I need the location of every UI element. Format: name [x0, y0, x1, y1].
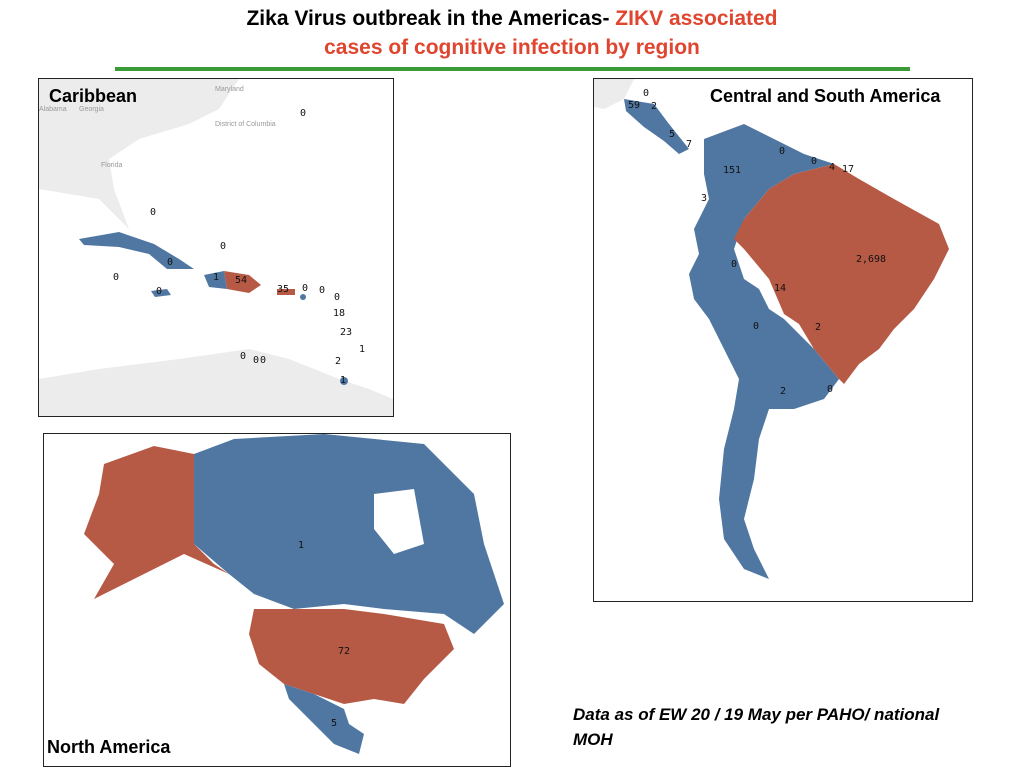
case-count: 2,698 [856, 254, 886, 265]
basemap-label: Maryland [215, 86, 244, 93]
basemap-label: Alabama [39, 106, 67, 113]
case-count: 0 [220, 241, 226, 252]
title-red: ZIKV associated [615, 7, 778, 30]
case-count: 1 [298, 540, 304, 551]
case-count: 1 [213, 272, 219, 283]
case-count: 14 [774, 283, 786, 294]
case-count: 0 [302, 283, 308, 294]
case-count: 0 [167, 257, 173, 268]
case-count: 2 [780, 386, 786, 397]
case-count: 0 [150, 207, 156, 218]
south-america-blue [689, 124, 839, 579]
case-count: 7 [686, 139, 692, 150]
island [300, 294, 306, 300]
brazil [734, 164, 949, 384]
case-count: 2 [815, 322, 821, 333]
land [594, 79, 634, 109]
panel-title: Central and South America [710, 86, 941, 106]
case-count: 5 [331, 718, 337, 729]
land [39, 349, 393, 416]
caribbean-panel: 0 0 0 0 0 1 54 0 35 0 0 0 18 23 1 0 0 0 2 1 Maryland Alabama G… [38, 78, 394, 417]
case-count: 0 [253, 355, 259, 366]
case-count: 5 [669, 129, 675, 140]
central-america [624, 99, 689, 154]
case-count: 0 [811, 156, 817, 167]
cuba [79, 232, 194, 269]
case-count: 0 [156, 286, 162, 297]
case-count: 0 [260, 355, 266, 366]
jamaica [151, 289, 171, 297]
title: Zika Virus outbreak in the Americas- ZIK… [0, 4, 1024, 62]
case-count: 1 [340, 375, 346, 386]
case-count: 2 [335, 356, 341, 367]
case-count: 35 [277, 284, 289, 295]
case-count: 4 [829, 162, 835, 173]
case-count: 0 [113, 272, 119, 283]
case-count: 2 [651, 101, 657, 112]
mexico [284, 684, 364, 754]
panel-title: North America [47, 737, 171, 757]
basemap-label: Georgia [79, 106, 104, 113]
case-count: 0 [319, 285, 325, 296]
basemap-label: Florida [101, 162, 123, 169]
case-count: 0 [643, 88, 649, 99]
case-count: 17 [842, 164, 854, 175]
case-count: 1 [359, 344, 365, 355]
case-count: 0 [731, 259, 737, 270]
dominican-republic [224, 271, 261, 293]
case-count: 0 [753, 321, 759, 332]
alaska [84, 446, 229, 599]
land [39, 79, 239, 229]
south-america-panel: 0 59 2 5 7 0 0 4 17 151 3 2,698 0 14 0 2 2 0 Central and … [593, 78, 973, 602]
trinidad [340, 377, 348, 385]
hudson-bay [374, 489, 424, 554]
north-america-panel: 1 72 5 North America [43, 433, 511, 767]
canada [194, 434, 504, 634]
united-states [249, 609, 454, 704]
case-count: 0 [334, 292, 340, 303]
puerto-rico [277, 289, 295, 295]
case-count: 59 [628, 100, 640, 111]
footnote: Data as of EW 20 / 19 May per PAHO/ nati… [573, 705, 940, 749]
case-count: 0 [240, 351, 246, 362]
case-count: 0 [779, 146, 785, 157]
panel-title: Caribbean [49, 86, 138, 106]
case-count: 0 [827, 384, 833, 395]
basemap-label: District of Columbia [215, 121, 276, 128]
case-count: 151 [723, 165, 741, 176]
divider [115, 67, 910, 71]
case-count: 54 [235, 275, 247, 286]
case-count: 72 [338, 646, 350, 657]
case-count: 18 [333, 308, 345, 319]
case-count: 3 [701, 193, 707, 204]
case-count: 23 [340, 327, 352, 338]
title-red-line2: cases of cognitive infection by region [324, 36, 700, 59]
haiti [204, 271, 227, 289]
case-count: 0 [300, 108, 306, 119]
title-black: Zika Virus outbreak in the Americas- [246, 7, 616, 30]
